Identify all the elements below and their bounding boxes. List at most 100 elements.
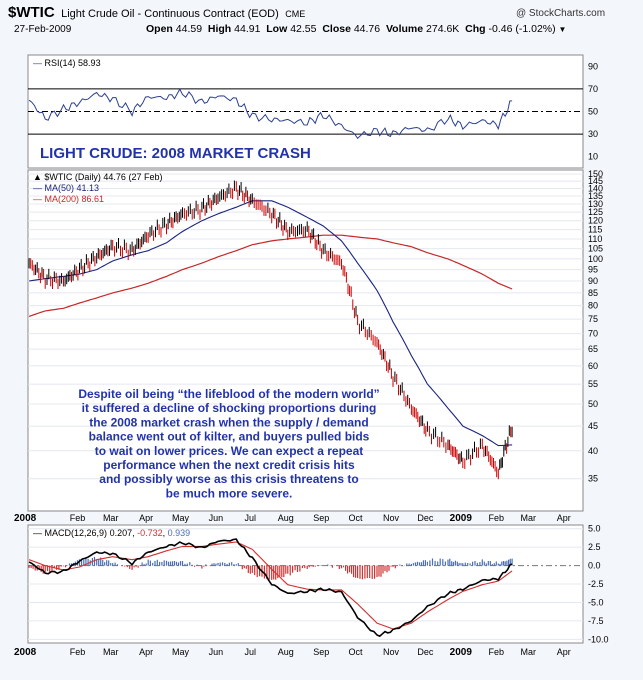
x-tick-label: Jul: [245, 513, 257, 523]
x-tick-label: Mar: [103, 647, 119, 657]
x-tick-label: Aug: [278, 647, 294, 657]
macd-legend: — MACD(12,26,9) 0.207, -0.732, 0.939: [33, 528, 190, 538]
x-tick-label: Oct: [348, 647, 363, 657]
price-gridlines: [28, 173, 583, 480]
x-tick-label: Apr: [139, 513, 153, 523]
macd-gridlines: [28, 528, 583, 640]
symbol-label: $WTIC: [8, 4, 55, 21]
ma200-legend: — MA(200) 86.61: [33, 194, 104, 204]
price-tick-label: 140: [588, 183, 603, 193]
rsi-tick-label: 30: [588, 129, 598, 139]
high-value: 44.91: [234, 23, 261, 35]
rsi-tick-label: 70: [588, 84, 598, 94]
x-tick-label: 2009: [450, 513, 473, 524]
rsi-y-axis: 10 30 50 70 90: [588, 61, 598, 161]
x-tick-label: Mar: [521, 647, 537, 657]
price-tick-label: 135: [588, 191, 603, 201]
price-tick-label: 75: [588, 314, 598, 324]
headline-text: LIGHT CRUDE: 2008 MARKET CRASH: [40, 145, 311, 162]
instrument-title: Light Crude Oil - Continuous Contract (E…: [61, 8, 279, 20]
x-tick-label: Apr: [139, 647, 153, 657]
rsi-tick-label: 50: [588, 107, 598, 117]
x-tick-label: Dec: [417, 513, 434, 523]
macd-tick-label: 2.5: [588, 542, 601, 552]
annotation-line: and possibly worse as this crisis threat…: [99, 472, 358, 486]
annotation-line: to wait on lower prices. We can expect a…: [95, 444, 364, 458]
x-tick-label: May: [172, 647, 190, 657]
x-tick-label: Apr: [557, 513, 571, 523]
low-value: 42.55: [290, 23, 317, 35]
high-label: High: [207, 23, 232, 35]
x-tick-label: Feb: [70, 647, 86, 657]
x-tick-label: Sep: [313, 513, 329, 523]
x-tick-label: Nov: [383, 513, 400, 523]
macd-tick-label: -2.5: [588, 579, 604, 589]
x-tick-label: Mar: [103, 513, 119, 523]
price-legend: ▲ $WTIC (Daily) 44.76 (27 Feb): [33, 172, 162, 182]
x-tick-label: Feb: [489, 513, 505, 523]
x-tick-label: 2008: [14, 647, 37, 658]
ma200-line: [28, 234, 513, 317]
x-tick-label: May: [172, 513, 190, 523]
macd-histogram: [28, 556, 513, 580]
rsi-gridlines: [28, 88, 583, 135]
price-tick-label: 145: [588, 176, 603, 186]
price-tick-label: 110: [588, 234, 602, 244]
macd-signal-line: [28, 541, 513, 630]
annotation-text: Despite oil being “the lifeblood of the …: [78, 387, 379, 500]
macd-tick-label: -7.5: [588, 616, 604, 626]
chart-date: 27-Feb-2009: [14, 24, 72, 35]
macd-y-axis: 5.0 2.5 0.0 -2.5 -5.0 -7.5 -10.0: [588, 524, 609, 645]
source-label: @ StockCharts.com: [516, 8, 606, 19]
x-tick-label: 2008: [14, 513, 37, 524]
x-tick-label: Feb: [70, 513, 86, 523]
annotation-line: balance went out of kilter, and buyers p…: [89, 430, 370, 444]
x-tick-label: Oct: [348, 513, 363, 523]
x-tick-label: 2009: [450, 647, 473, 658]
price-tick-label: 80: [588, 301, 598, 311]
x-tick-label: Jul: [245, 647, 257, 657]
rsi-legend: — RSI(14) 58.93: [33, 58, 101, 68]
price-bars: [28, 180, 513, 480]
price-tick-label: 45: [588, 421, 598, 431]
x-tick-label: Aug: [278, 513, 294, 523]
rsi-tick-label: 90: [588, 61, 598, 71]
rsi-series-line: [28, 88, 513, 140]
x-axis-lower: 2008 Feb Mar Apr May Jun Jul Aug Sep Oct Nov Dec 200…: [14, 647, 571, 658]
macd-tick-label: -5.0: [588, 597, 604, 607]
annotation-line: it suffered a decline of shocking propor…: [82, 401, 377, 415]
low-label: Low: [266, 23, 288, 35]
price-tick-label: 70: [588, 329, 598, 339]
close-value: 44.76: [353, 23, 381, 35]
x-tick-label: Jun: [209, 647, 224, 657]
annotation-line: Despite oil being “the lifeblood of the …: [78, 387, 379, 401]
x-tick-label: Sep: [313, 647, 329, 657]
close-label: Close: [322, 23, 351, 35]
rsi-tick-label: 10: [588, 152, 598, 162]
ma50-line: [29, 200, 513, 447]
price-tick-label: 90: [588, 276, 598, 286]
price-y-axis: 3540455055606570758085909510010511011512…: [588, 169, 603, 484]
macd-tick-label: 0.0: [588, 561, 601, 571]
price-tick-label: 65: [588, 344, 598, 354]
price-tick-label: 35: [588, 474, 598, 484]
ma50-legend: — MA(50) 41.13: [33, 183, 99, 193]
x-tick-label: Jun: [209, 513, 224, 523]
ohlc-row: Open 44.59 High 44.91 Low 42.55 Close 44…: [146, 23, 566, 35]
x-tick-label: Mar: [521, 513, 537, 523]
annotation-line: be much more severe.: [166, 486, 293, 500]
dropdown-caret-icon[interactable]: ▼: [558, 25, 567, 34]
volume-value: 274.6K: [426, 23, 460, 35]
open-label: Open: [146, 23, 173, 35]
macd-line: [28, 538, 513, 638]
price-tick-label: 85: [588, 288, 598, 298]
exchange-label: CME: [285, 9, 306, 19]
x-axis-upper: 2008 Feb Mar Apr May Jun Jul Aug Sep Oct Nov Dec 200…: [14, 513, 571, 524]
price-tick-label: 60: [588, 361, 598, 371]
price-tick-label: 100: [588, 254, 603, 264]
price-tick-label: 115: [588, 225, 602, 235]
annotation-line: the 2008 market crash when the supply / …: [89, 415, 368, 429]
chg-label: Chg: [465, 23, 486, 35]
